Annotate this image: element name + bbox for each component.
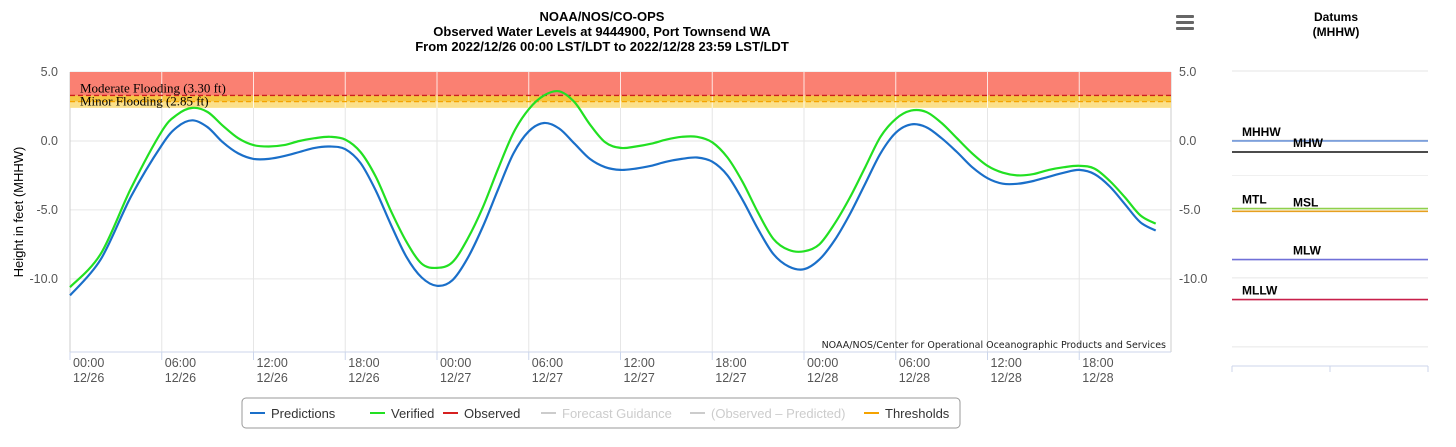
flood-threshold-bands bbox=[70, 72, 1171, 108]
x-tick-time: 18:00 bbox=[348, 356, 379, 370]
y-tick-label-right: -5.0 bbox=[1179, 203, 1201, 217]
threshold-label: Minor Flooding (2.85 ft) bbox=[80, 94, 209, 109]
hamburger-menu-icon[interactable] bbox=[1176, 15, 1194, 30]
datum-label-mlw: MLW bbox=[1293, 244, 1322, 258]
legend-item[interactable]: (Observed – Predicted) bbox=[711, 406, 845, 421]
x-tick-time: 12:00 bbox=[991, 356, 1022, 370]
x-tick-date: 12/27 bbox=[532, 371, 563, 385]
legend-item[interactable]: Thresholds bbox=[885, 406, 950, 421]
x-tick-date: 12/27 bbox=[624, 371, 655, 385]
datum-label-mhhw: MHHW bbox=[1242, 125, 1281, 139]
threshold-label: Moderate Flooding (3.30 ft) bbox=[80, 80, 226, 95]
y-tick-label: 0.0 bbox=[41, 134, 58, 148]
y-tick-label-right: -10.0 bbox=[1179, 272, 1208, 286]
y-tick-label: -10.0 bbox=[30, 272, 59, 286]
x-tick-date: 12/26 bbox=[165, 371, 196, 385]
y-tick-label-right: 0.0 bbox=[1179, 134, 1196, 148]
datum-lines: MHHW MHW MTL MSL MLW MLLW bbox=[1232, 125, 1428, 301]
x-tick-time: 00:00 bbox=[807, 356, 838, 370]
x-tick-date: 12/27 bbox=[715, 371, 746, 385]
x-tick-date: 12/26 bbox=[73, 371, 104, 385]
x-tick-time: 00:00 bbox=[440, 356, 471, 370]
datum-label-mllw: MLLW bbox=[1242, 284, 1278, 298]
y-tick-label: -5.0 bbox=[36, 203, 58, 217]
chart-title-line-3: From 2022/12/26 00:00 LST/LDT to 2022/12… bbox=[415, 39, 789, 54]
datums-chart: Datums (MHHW) MHHW MHW MTL MSL MLW MLLW bbox=[1231, 10, 1429, 372]
x-tick-time: 06:00 bbox=[532, 356, 563, 370]
y-tick-label: 5.0 bbox=[41, 65, 58, 79]
threshold-lines: Moderate Flooding (3.30 ft)Minor Floodin… bbox=[70, 80, 1171, 109]
datums-subtitle: (MHHW) bbox=[1313, 25, 1360, 39]
chart-title-line-2: Observed Water Levels at 9444900, Port T… bbox=[433, 24, 771, 39]
x-tick-time: 06:00 bbox=[165, 356, 196, 370]
chart-title-line-1: NOAA/NOS/CO-OPS bbox=[540, 9, 665, 24]
x-tick-time: 06:00 bbox=[899, 356, 930, 370]
y-tick-label-right: 5.0 bbox=[1179, 65, 1196, 79]
datum-label-mhw: MHW bbox=[1293, 136, 1324, 150]
x-axis-ticks: 00:0012/2606:0012/2612:0012/2618:0012/26… bbox=[69, 352, 1114, 385]
x-tick-time: 00:00 bbox=[73, 356, 104, 370]
x-tick-date: 12/27 bbox=[440, 371, 471, 385]
series-lines bbox=[69, 89, 1157, 297]
x-tick-time: 12:00 bbox=[257, 356, 288, 370]
x-tick-date: 12/28 bbox=[807, 371, 838, 385]
x-tick-time: 12:00 bbox=[624, 356, 655, 370]
datum-label-mtl: MTL bbox=[1242, 193, 1267, 207]
chart-legend: Predictions Verified Observed Forecast Guid… bbox=[241, 397, 961, 429]
datum-x-axis bbox=[1231, 365, 1429, 372]
x-tick-date: 12/28 bbox=[1082, 371, 1113, 385]
datums-title: Datums bbox=[1314, 10, 1358, 24]
y-axis-ticks: 5.0 5.0 0.0 0.0 -5.0 -5.0 -10.0 -10.0 bbox=[30, 65, 1208, 286]
x-tick-date: 12/28 bbox=[899, 371, 930, 385]
series-predictions bbox=[69, 119, 1157, 297]
x-tick-time: 18:00 bbox=[715, 356, 746, 370]
legend-item[interactable]: Observed bbox=[464, 406, 520, 421]
series-verified bbox=[69, 89, 1157, 288]
x-tick-date: 12/28 bbox=[991, 371, 1022, 385]
x-tick-date: 12/26 bbox=[257, 371, 288, 385]
legend-box bbox=[241, 397, 961, 429]
x-tick-time: 18:00 bbox=[1082, 356, 1113, 370]
legend-item[interactable]: Predictions bbox=[271, 406, 336, 421]
y-axis-title: Height in feet (MHHW) bbox=[11, 147, 26, 278]
legend-item[interactable]: Forecast Guidance bbox=[562, 406, 672, 421]
x-tick-date: 12/26 bbox=[348, 371, 379, 385]
chart-credit: NOAA/NOS/Center for Operational Oceanogr… bbox=[822, 340, 1166, 351]
datum-label-msl: MSL bbox=[1293, 195, 1318, 209]
legend-item[interactable]: Verified bbox=[391, 406, 434, 421]
water-level-chart: NOAA/NOS/CO-OPS Observed Water Levels at… bbox=[11, 9, 1208, 429]
